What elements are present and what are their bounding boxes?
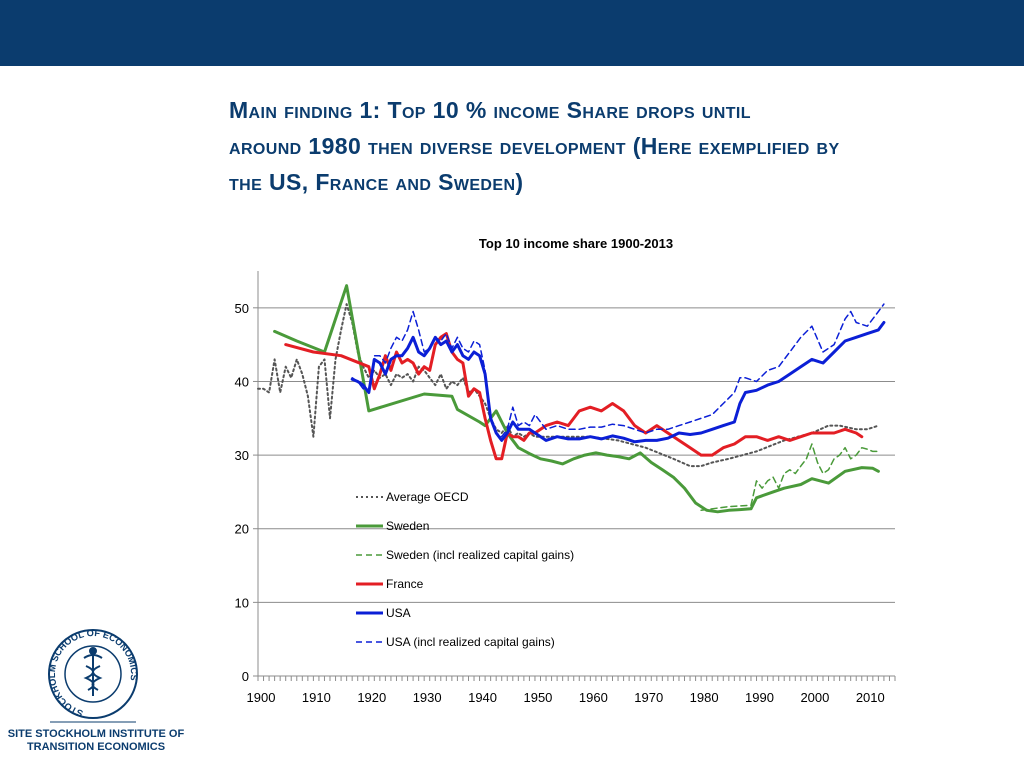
- slide-title-line-2: around 1980 then diverse development (He…: [229, 133, 840, 159]
- gridlines: [258, 307, 895, 603]
- institute-line-1: SITE STOCKHOLM INSTITUTE OF: [7, 728, 185, 740]
- y-tick-label: 40: [235, 374, 249, 389]
- x-tick-label: 1950: [523, 690, 552, 705]
- legend-label: Average OECD: [386, 490, 469, 504]
- x-tick-label: 2000: [800, 690, 829, 705]
- legend: Average OECD Sweden Sweden (incl realized …: [356, 490, 574, 649]
- slide-title: Main finding 1: Top 10 % income Share dr…: [229, 92, 999, 200]
- y-tick-label: 0: [242, 669, 249, 684]
- y-tick-label: 10: [235, 595, 249, 610]
- caduceus-icon: [83, 647, 103, 696]
- slide-title-line-1: Main finding 1: Top 10 % income Share dr…: [229, 97, 751, 123]
- institute-name: SITE STOCKHOLM INSTITUTE OF TRANSITION E…: [0, 728, 192, 754]
- chart-title: Top 10 income share 1900-2013: [479, 236, 673, 251]
- x-tick-label: 1910: [302, 690, 331, 705]
- x-tick-label: 1920: [357, 690, 386, 705]
- x-tick-label: 1960: [579, 690, 608, 705]
- series-line-usa-incl-realized-capital-gains: [351, 303, 885, 438]
- data-series: [257, 284, 886, 514]
- y-tick-label: 50: [235, 301, 249, 316]
- x-tick-label: 1970: [634, 690, 663, 705]
- header-band: [0, 0, 1024, 66]
- legend-label: Sweden (incl realized capital gains): [386, 548, 574, 562]
- legend-label: Sweden: [386, 519, 429, 533]
- institute-line-2: TRANSITION ECONOMICS: [26, 741, 166, 753]
- y-tick-label: 30: [235, 448, 249, 463]
- legend-label: USA (incl realized capital gains): [386, 635, 555, 649]
- series-line-usa: [350, 321, 886, 444]
- x-tick-label: 1980: [690, 690, 719, 705]
- x-tick-label: 1930: [413, 690, 442, 705]
- series-line-france: [284, 332, 864, 461]
- series-line-average-oecd: [257, 303, 880, 468]
- school-seal-logo: STOCKHOLM SCHOOL OF ECONOMICS: [47, 628, 139, 723]
- axes: 0 10 20 30 40 50 1900 1910 1920 1930 1940 1950 1960 1…: [235, 271, 896, 705]
- slide-title-line-3: the US, France and Sweden): [229, 169, 524, 195]
- x-tick-label: 2010: [856, 690, 885, 705]
- series-line-sweden-incl-realized-capital-gains: [700, 443, 880, 512]
- legend-label: USA: [386, 606, 411, 620]
- x-tick-label: 1900: [247, 690, 276, 705]
- legend-label: France: [386, 577, 424, 591]
- series-line-sweden: [273, 284, 880, 514]
- x-tick-label: 1940: [468, 690, 497, 705]
- x-tick-label: 1990: [745, 690, 774, 705]
- y-tick-label: 20: [235, 522, 249, 537]
